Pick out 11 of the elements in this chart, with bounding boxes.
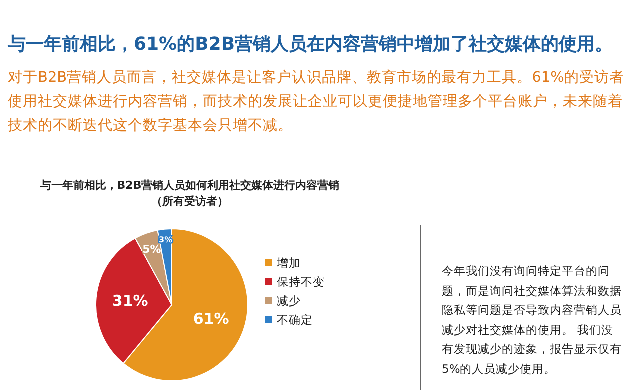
chart-subtitle: 对于B2B营销人员而言，社交媒体是让客户认识品牌、教育市场的最有力工具。61%的受访者使用社交媒体进行内容营销，而技术的发展让企业可以更便捷地管理多个平台账户，未来随着技术的不断迭代这个数字基本会只增不减。	[8, 68, 626, 136]
data-label: 61%	[193, 310, 230, 328]
text: 今年我们没有询问特定平台的问题，而是询问社交媒体算法和数据隐私等问题是否导致内容营销人员减少对社交媒体的使用。 我们没有发现减少的迹象，报告显示仅有5%的人员减少使用。	[442, 263, 622, 378]
legend-label: 不确定	[277, 313, 313, 327]
legend-label: 保持不变	[277, 275, 325, 289]
chart-title: 与一年前相比，61%的B2B营销人员在内容营销中增加了社交媒体的使用。	[8, 33, 614, 56]
legend-label: 减少	[277, 294, 301, 308]
text: 与一年前相比，B2B营销人员如何利用社交媒体进行内容营销（所有受访者）	[40, 178, 340, 210]
legend-label: 增加	[276, 256, 301, 270]
data-label: 5%	[142, 242, 162, 256]
data-label: 31%	[112, 292, 148, 310]
